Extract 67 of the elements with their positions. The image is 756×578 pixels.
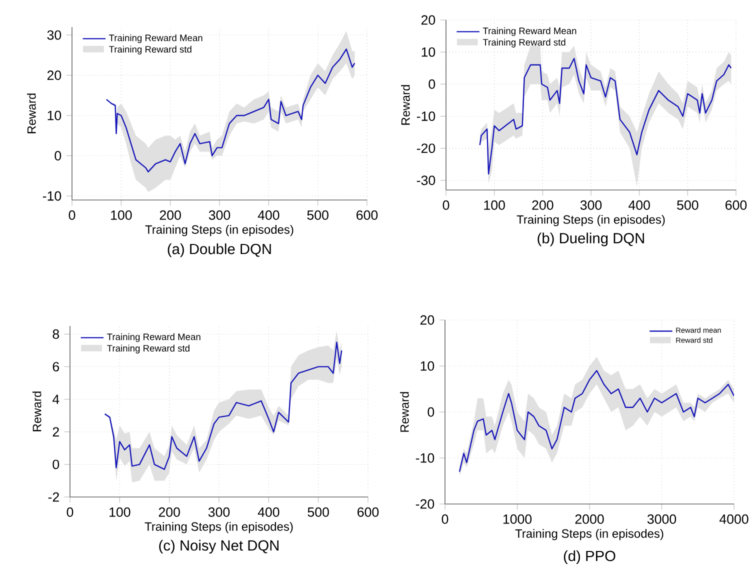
x-tick-label: 0 [66,507,74,517]
x-axis-title: Training Steps (in episodes) [145,224,294,236]
x-axis-title: Training Steps (in episodes) [515,528,664,540]
x-tick-label: 400 [628,200,650,210]
x-tick-label: 300 [580,200,602,210]
y-tick-label: -20 [416,499,434,509]
legend-label: Training Reward Mean [109,34,202,44]
x-axis-title: Training Steps (in episodes) [144,522,293,534]
x-tick-label: 100 [484,200,505,210]
y-tick-label: 0 [52,460,60,470]
annotation: Training Reward std [107,344,190,354]
y-tick-label: 20 [421,15,436,25]
y-tick-label: 4 [52,394,60,404]
x-tick-label: 400 [258,507,280,517]
y-axis-title: Reward [400,392,409,432]
y-tick-label: 20 [420,315,434,325]
x-tick-label: 0 [68,210,76,220]
x-tick-label: 2000 [575,514,604,524]
x-tick-label: 600 [356,210,378,220]
x-axis-title: Training Steps (in episodes) [516,214,665,226]
line-series [479,58,732,175]
x-tick-label: 200 [532,200,554,210]
x-tick-label: 3000 [647,514,676,524]
x-tick-label: 4000 [719,514,748,524]
y-tick-label: -2 [48,492,59,502]
y-axis-title: Reward [401,85,410,125]
y-tick-label: 10 [420,361,434,371]
y-tick-label: -10 [42,191,62,201]
x-tick-label: 400 [258,210,280,220]
y-tick-label: -20 [416,144,436,154]
x-tick-label: 200 [160,210,181,220]
y-tick-label: 10 [48,110,62,120]
y-tick-label: 8 [52,329,60,339]
x-tick-label: 600 [358,507,379,517]
y-tick-label: 0 [428,407,434,417]
y-tick-label: 6 [52,362,60,372]
annotation: Training Reward std [109,46,192,54]
x-tick-label: 100 [111,210,132,220]
y-tick-label: -10 [416,112,436,121]
legend-label: Training Reward Mean [482,27,576,36]
x-tick-label: 0 [442,200,450,210]
legend-label: Training Reward Mean [107,333,200,342]
text: (a) Double DQN [168,243,271,258]
x-tick-label: 300 [208,210,230,220]
x-tick-label: 1000 [503,514,532,524]
y-axis-title: Reward [27,94,36,134]
x-tick-label: 500 [307,210,328,220]
x-tick-label: 300 [208,507,230,517]
y-tick-label: -30 [416,176,436,186]
text: (c) Noisy Net DQN [159,540,278,554]
y-tick-label: 10 [422,47,436,57]
x-tick-label: 0 [442,514,448,524]
text: (b) Dueling DQN [538,232,644,246]
y-tick-label: 2 [52,427,59,437]
y-tick-label: 20 [47,70,62,80]
x-tick-label: 100 [110,507,130,517]
text: (d) PPO [564,550,616,564]
x-tick-label: 200 [158,507,180,517]
y-tick-label: 30 [47,30,62,40]
y-tick-label: -10 [416,453,434,463]
y-tick-label: 0 [54,151,62,160]
y-axis-title: Reward [32,392,42,432]
y-tick-label: 0 [428,79,436,89]
annotation: Training Reward std [482,38,566,48]
x-tick-label: 600 [726,200,747,210]
x-tick-label: 500 [308,507,329,517]
x-tick-label: 500 [677,200,698,210]
